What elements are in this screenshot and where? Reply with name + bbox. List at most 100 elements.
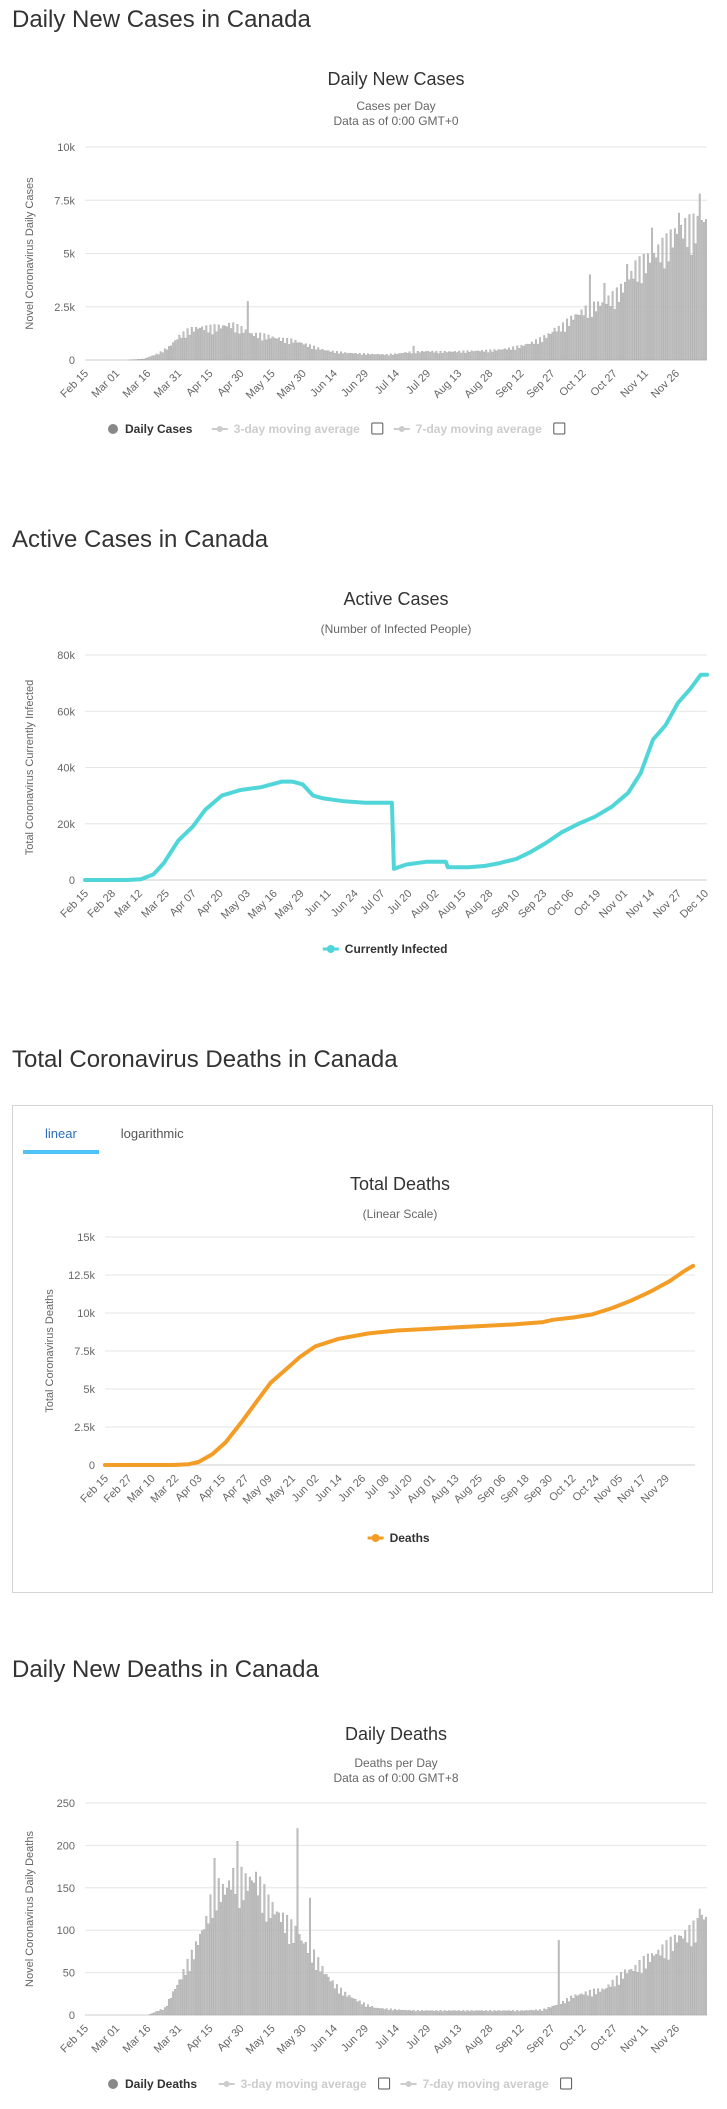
bar xyxy=(620,1972,622,2016)
series-line xyxy=(103,1263,696,1467)
x-tick-label: Apr 30 xyxy=(215,2023,246,2054)
bar xyxy=(321,349,324,361)
bar xyxy=(644,1968,647,2016)
bar xyxy=(279,1922,282,2016)
bar xyxy=(412,2010,415,2016)
bar xyxy=(673,228,676,361)
bar xyxy=(286,338,289,361)
bar xyxy=(400,353,403,361)
bar xyxy=(342,1995,345,2016)
bar xyxy=(383,355,386,361)
bar xyxy=(586,1995,589,2016)
bar xyxy=(599,1991,602,2016)
x-tick-label: Jun 26 xyxy=(336,1473,368,1505)
y-tick-label: 2.5k xyxy=(74,1422,95,1434)
bar xyxy=(458,2010,461,2016)
bar xyxy=(441,2011,444,2016)
bar xyxy=(300,342,303,361)
bar xyxy=(408,351,411,361)
bar xyxy=(466,350,469,361)
bar xyxy=(253,1882,255,2016)
bar xyxy=(611,1979,614,2016)
x-tick-label: Feb 15 xyxy=(58,888,91,921)
bar xyxy=(522,2010,525,2016)
bar xyxy=(253,335,255,361)
bar xyxy=(676,233,678,361)
legend-marker xyxy=(223,2081,230,2087)
bar xyxy=(213,1857,216,2016)
bar xyxy=(194,327,197,361)
bar xyxy=(333,1988,336,2016)
bar xyxy=(588,274,591,361)
bar xyxy=(423,2010,425,2016)
x-tick-label: Aug 28 xyxy=(462,2023,495,2056)
legend-label: Daily Cases xyxy=(125,422,193,436)
x-tick-label: Oct 12 xyxy=(557,2023,588,2054)
bar xyxy=(431,350,434,361)
bar xyxy=(468,2011,471,2016)
bar xyxy=(271,336,274,361)
bar xyxy=(427,2010,430,2016)
bar xyxy=(555,331,558,361)
bar xyxy=(396,354,398,361)
bar xyxy=(427,351,430,361)
bar xyxy=(561,322,564,361)
bar xyxy=(394,353,396,361)
moving-average-checkbox[interactable] xyxy=(560,2077,573,2090)
bar xyxy=(147,357,150,361)
bar xyxy=(568,2001,571,2016)
bar xyxy=(306,346,309,361)
x-tick-label: Jun 14 xyxy=(308,2023,340,2055)
bar xyxy=(476,2010,479,2016)
x-tick-label: Sep 27 xyxy=(524,2023,557,2056)
bar xyxy=(593,301,595,361)
bar xyxy=(176,1984,179,2016)
bar xyxy=(387,2010,390,2016)
bar xyxy=(259,1876,262,2016)
bar xyxy=(468,352,471,361)
bar xyxy=(219,328,222,361)
bar xyxy=(201,326,204,361)
y-axis-label: Novel Coronavirus Daily Deaths xyxy=(24,1831,36,1987)
bar xyxy=(514,2011,517,2016)
bar xyxy=(495,2011,498,2016)
bar xyxy=(269,338,272,361)
x-tick-label: Jun 29 xyxy=(339,2023,371,2055)
bar xyxy=(570,1995,573,2016)
bar xyxy=(327,1976,330,2016)
chart-subtitle: Cases per Day xyxy=(356,99,435,113)
bar xyxy=(636,1972,639,2016)
bar xyxy=(408,2009,411,2016)
bar xyxy=(360,2004,363,2016)
moving-average-checkbox[interactable] xyxy=(371,422,384,435)
bar xyxy=(277,1912,280,2016)
y-tick-label: 7.5k xyxy=(74,1346,95,1358)
bar xyxy=(443,351,446,361)
bar xyxy=(197,328,199,361)
bar xyxy=(528,343,531,361)
moving-average-checkbox[interactable] xyxy=(553,422,566,435)
bar xyxy=(176,339,179,361)
bar xyxy=(174,340,177,361)
moving-average-checkbox[interactable] xyxy=(378,2077,391,2090)
bar xyxy=(678,1935,680,2016)
bar xyxy=(180,337,183,361)
x-tick-label: Apr 07 xyxy=(168,888,199,919)
bar xyxy=(338,353,340,361)
bar xyxy=(329,351,332,361)
bar xyxy=(215,331,218,361)
bar xyxy=(398,353,401,361)
chart-title: Daily Deaths xyxy=(345,1724,447,1744)
bar xyxy=(226,326,228,361)
bar xyxy=(617,301,620,361)
bar xyxy=(267,334,270,361)
x-tick-label: Apr 30 xyxy=(215,368,246,399)
tab-linear[interactable]: linear xyxy=(23,1118,99,1154)
tab-logarithmic[interactable]: logarithmic xyxy=(120,1126,184,1141)
bar xyxy=(364,2006,367,2016)
x-tick-label: Jul 29 xyxy=(404,2023,433,2052)
bar xyxy=(698,193,701,361)
bar xyxy=(520,345,523,361)
y-tick-label: 15k xyxy=(77,1232,95,1244)
